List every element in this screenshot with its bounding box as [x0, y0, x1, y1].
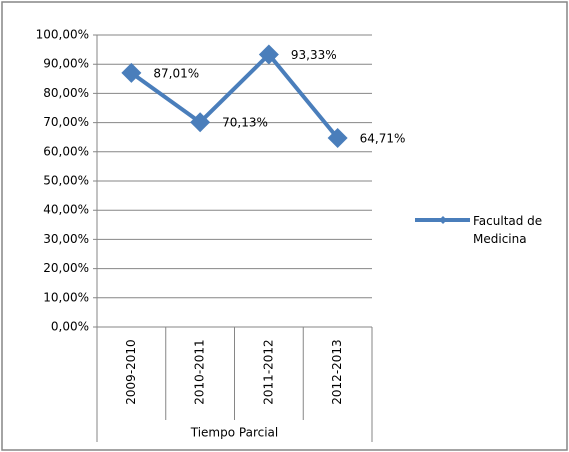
y-tick-label: 60,00% — [43, 144, 89, 158]
data-label: 70,13% — [222, 116, 268, 130]
x-tick-label: 2010-2011 — [193, 339, 207, 404]
marker — [121, 62, 142, 83]
y-tick-label: 30,00% — [43, 232, 89, 246]
data-label: 93,33% — [291, 48, 337, 62]
y-tick-label: 70,00% — [43, 115, 89, 129]
category-group-label: Tiempo Parcial — [190, 426, 278, 440]
y-tick-label: 90,00% — [43, 57, 89, 71]
data-label: 87,01% — [153, 66, 199, 80]
marker — [258, 44, 279, 65]
marker — [190, 112, 211, 133]
x-tick-label: 2009-2010 — [124, 339, 138, 404]
y-tick-label: 10,00% — [43, 290, 89, 304]
y-tick-label: 20,00% — [43, 261, 89, 275]
x-tick-label: 2011-2012 — [261, 339, 275, 404]
legend-marker — [439, 216, 447, 224]
y-tick-label: 0,00% — [51, 320, 89, 334]
line — [130, 51, 340, 140]
x-tick-label: 2012-2013 — [330, 339, 344, 404]
marker — [327, 128, 348, 149]
y-tick-label: 80,00% — [43, 86, 89, 100]
y-tick-label: 40,00% — [43, 203, 89, 217]
y-tick-label: 100,00% — [36, 28, 89, 42]
legend-label: Facultad de Medicina — [473, 214, 543, 246]
y-tick-label: 50,00% — [43, 174, 89, 188]
data-label: 64,71% — [360, 132, 406, 146]
